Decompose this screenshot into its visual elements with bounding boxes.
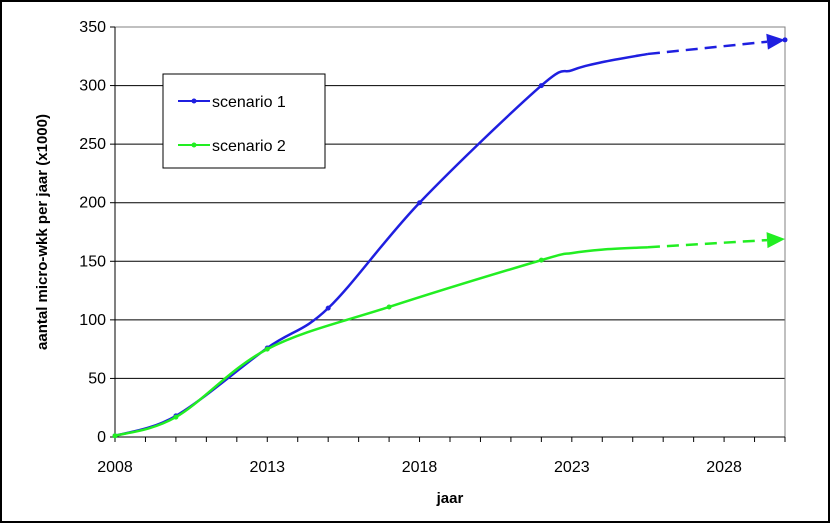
data-point bbox=[112, 433, 118, 439]
legend-marker-dot-1 bbox=[191, 98, 197, 104]
x-tick-label: 2023 bbox=[554, 459, 590, 476]
series bbox=[112, 33, 788, 439]
x-tick-label: 2008 bbox=[97, 459, 133, 476]
series-line bbox=[114, 245, 649, 438]
legend-marker-dot-2 bbox=[191, 142, 197, 148]
data-point bbox=[538, 83, 544, 89]
y-tick-label: 300 bbox=[79, 78, 106, 95]
legend-label-series-1: scenario 1 bbox=[212, 94, 286, 111]
y-tick-label: 350 bbox=[79, 19, 106, 36]
legend: scenario 1 scenario 2 bbox=[162, 73, 326, 169]
data-point bbox=[782, 37, 788, 43]
x-tick-label: 2028 bbox=[706, 459, 742, 476]
data-point bbox=[417, 200, 423, 206]
x-tick-label: 2018 bbox=[402, 459, 438, 476]
series-projection-dashed bbox=[647, 238, 768, 249]
series-arrowhead bbox=[766, 232, 785, 249]
y-axis-title: aantal micro-wkk per jaar (x1000) bbox=[34, 114, 51, 350]
y-tick-label: 50 bbox=[88, 370, 106, 387]
series-projection-dashed bbox=[647, 40, 768, 56]
series-2 bbox=[112, 232, 785, 439]
data-point bbox=[538, 257, 544, 263]
x-axis-title: jaar bbox=[436, 490, 464, 507]
legend-label-series-2: scenario 2 bbox=[212, 138, 286, 155]
series-arrowhead bbox=[766, 33, 785, 50]
axes: 0 50 100 150 200 250 300 350 2008 2013 2018 2023 202… bbox=[79, 19, 786, 476]
data-point bbox=[264, 346, 270, 352]
data-point bbox=[325, 305, 331, 311]
legend-box bbox=[162, 73, 326, 169]
y-tick-label: 100 bbox=[79, 312, 106, 329]
y-tick-label: 250 bbox=[79, 136, 106, 153]
data-point bbox=[386, 304, 392, 310]
y-tick-label: 0 bbox=[97, 429, 106, 446]
y-tick-label: 200 bbox=[79, 195, 106, 212]
data-point bbox=[173, 414, 179, 420]
x-tick-label: 2013 bbox=[249, 459, 285, 476]
y-tick-label: 150 bbox=[79, 253, 106, 270]
